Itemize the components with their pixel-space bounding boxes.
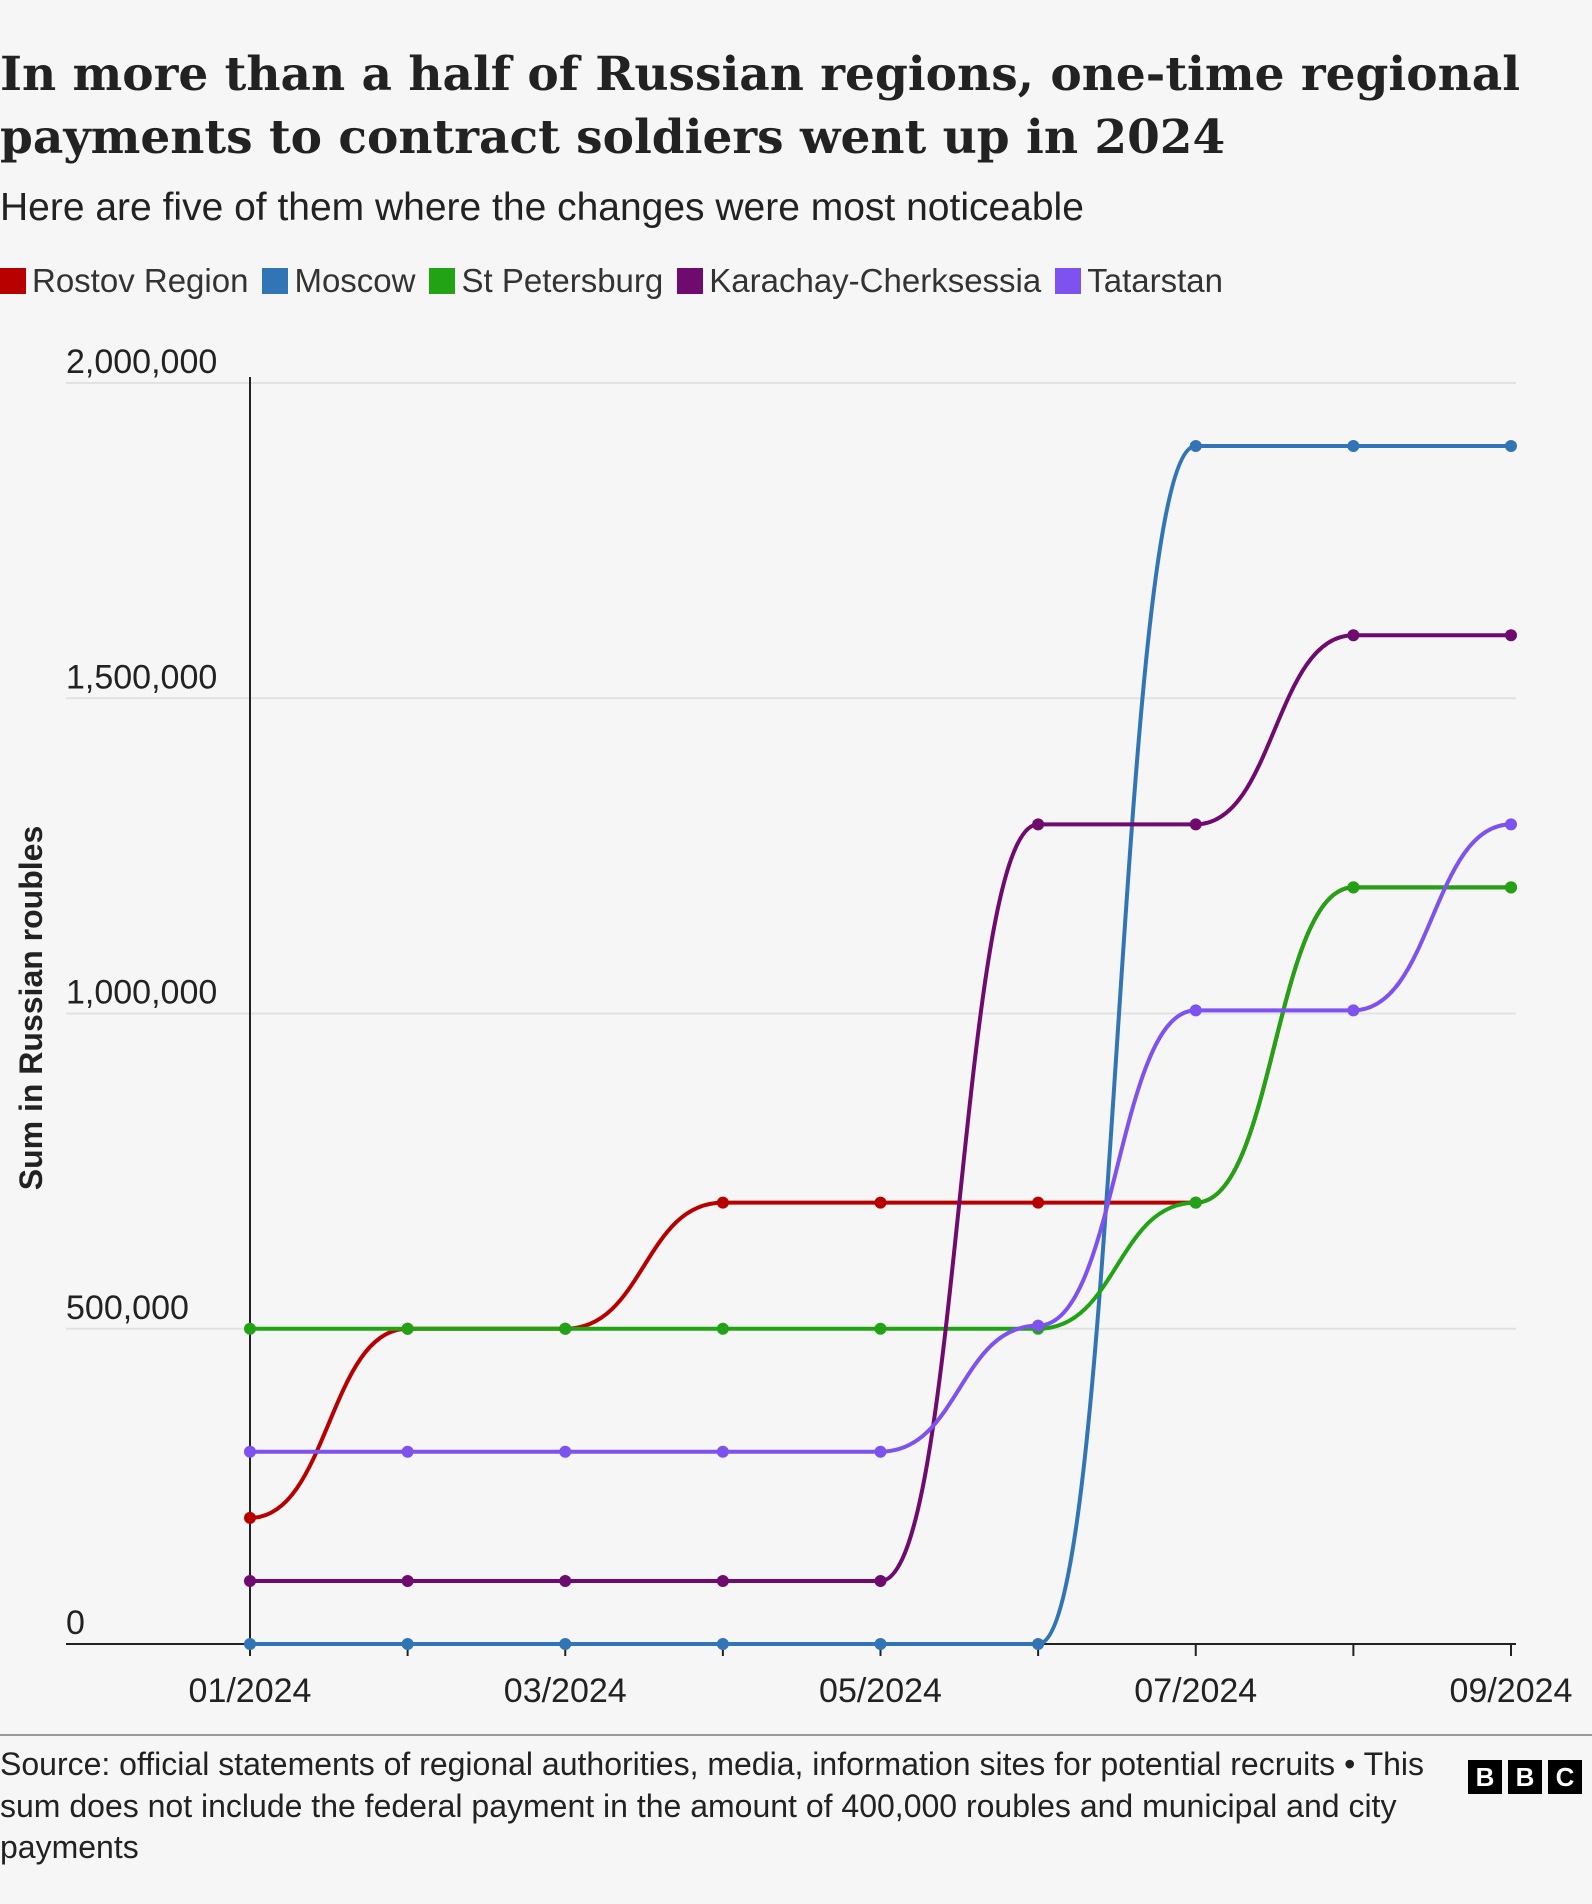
data-point — [874, 1322, 887, 1335]
series-points — [244, 440, 1517, 1650]
y-tick-label: 2,000,000 — [66, 343, 217, 381]
bbc-logo: B B C — [1468, 1760, 1582, 1794]
source-note: Source: official statements of regional … — [0, 1746, 1425, 1866]
y-axis-title: Sum in Russian roubles — [13, 826, 49, 1191]
data-point — [401, 1445, 414, 1458]
data-point — [1505, 629, 1517, 642]
legend-label: St Petersburg — [461, 262, 664, 299]
data-point — [1347, 881, 1360, 894]
x-tick-label: 07/2024 — [1134, 1672, 1257, 1710]
data-point — [1032, 818, 1045, 831]
series-line — [249, 885, 1511, 1331]
data-point — [1505, 881, 1517, 894]
data-point — [874, 1638, 887, 1650]
line-chart: 0 500,000 1,000,000 1,500,000 2,000,000 01/2… — [13, 343, 1573, 1710]
legend-label: Karachay-Cherksessia — [709, 262, 1042, 299]
series-lines — [249, 444, 1512, 1647]
series-line — [249, 444, 1511, 1647]
data-point — [559, 1445, 572, 1458]
data-point — [716, 1574, 729, 1587]
legend-swatch — [677, 268, 704, 294]
legend-label: Rostov Region — [32, 262, 249, 299]
data-point — [244, 1638, 256, 1650]
chart-subtitle: Here are five of them where the changes … — [0, 186, 1084, 229]
data-point — [559, 1322, 572, 1335]
legend-item-rostov: Rostov Region — [0, 262, 248, 300]
data-point — [401, 1638, 414, 1650]
data-point — [1032, 1196, 1045, 1209]
data-point — [1505, 440, 1517, 453]
legend-item-karachay-cherksessia: Karachay-Cherksessia — [677, 262, 1041, 300]
chart-title: In more than a half of Russian regions, … — [0, 47, 1521, 165]
legend-swatch — [429, 268, 456, 294]
legend-swatch — [0, 268, 26, 294]
x-tick-label: 05/2024 — [819, 1672, 942, 1710]
data-point — [1032, 1638, 1045, 1650]
data-point — [716, 1445, 729, 1458]
data-point — [559, 1638, 572, 1650]
series-line — [249, 822, 1512, 1454]
data-point — [874, 1196, 887, 1209]
legend-item-moscow: Moscow — [262, 262, 415, 300]
data-point — [1347, 629, 1360, 642]
data-point — [874, 1574, 887, 1587]
y-tick-label: 0 — [66, 1604, 85, 1642]
y-tick-label: 500,000 — [66, 1289, 189, 1327]
logo-block: B — [1508, 1760, 1542, 1794]
footer-divider — [0, 1734, 1592, 1736]
x-axis: 01/2024 03/2024 05/2024 07/2024 09/2024 — [66, 1643, 1573, 1710]
data-point — [716, 1196, 729, 1209]
data-point — [1189, 1196, 1202, 1209]
y-axis: 0 500,000 1,000,000 1,500,000 2,000,000 — [66, 343, 251, 1644]
y-tick-label: 1,000,000 — [66, 974, 217, 1012]
logo-block: B — [1468, 1760, 1502, 1794]
data-point — [1347, 1004, 1360, 1017]
data-point — [1032, 1319, 1045, 1332]
data-point — [1505, 818, 1517, 831]
x-tick-label: 01/2024 — [189, 1672, 312, 1710]
data-point — [716, 1322, 729, 1335]
legend-swatch — [262, 268, 289, 294]
data-point — [244, 1511, 256, 1524]
data-point — [244, 1574, 256, 1587]
x-tick-label: 03/2024 — [504, 1672, 627, 1710]
data-point — [401, 1574, 414, 1587]
data-point — [559, 1574, 572, 1587]
legend-swatch — [1055, 268, 1082, 294]
gridlines — [66, 382, 1516, 1330]
data-point — [244, 1322, 256, 1335]
data-point — [1189, 818, 1202, 831]
logo-block: C — [1548, 1760, 1582, 1794]
series-line — [250, 633, 1511, 1583]
legend-item-st-petersburg: St Petersburg — [429, 262, 663, 300]
data-point — [716, 1638, 729, 1650]
legend-item-tatarstan: Tatarstan — [1055, 262, 1223, 300]
data-point — [1189, 440, 1202, 453]
legend: Rostov Region Moscow St Petersburg Karac… — [0, 262, 1223, 300]
legend-label: Tatarstan — [1087, 262, 1223, 299]
data-point — [244, 1445, 256, 1458]
data-point — [874, 1445, 887, 1458]
x-tick-label: 09/2024 — [1450, 1672, 1573, 1710]
data-point — [401, 1322, 414, 1335]
data-point — [1347, 440, 1360, 453]
data-point — [1189, 1004, 1202, 1017]
legend-label: Moscow — [294, 262, 416, 299]
y-tick-label: 1,500,000 — [66, 658, 217, 696]
